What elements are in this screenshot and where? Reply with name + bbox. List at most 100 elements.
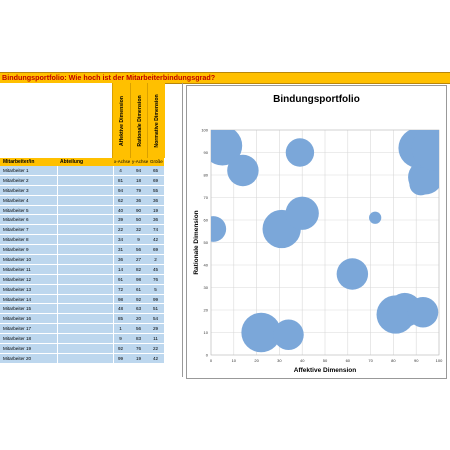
department-cell[interactable] <box>57 324 114 334</box>
chart-svg: 0 10 20 30 40 50 60 70 80 90 100 0 10 20 30 40 50 60 70 80 9… <box>193 125 446 375</box>
affective-value: 85 <box>117 316 124 322</box>
table-row[interactable]: Mitarbeiter 1 4 94 65 <box>0 166 164 176</box>
department-cell[interactable] <box>57 175 114 185</box>
table-row[interactable]: Mitarbeiter 7 22 32 74 <box>0 225 164 236</box>
table-row[interactable]: Mitarbeiter 19 92 76 22 <box>0 344 164 354</box>
header-rational[interactable]: Rationale Dimension <box>130 83 148 158</box>
table-row[interactable]: Mitarbeiter 4 62 36 36 <box>0 195 164 206</box>
table-row[interactable]: Mitarbeiter 17 1 56 29 <box>0 324 164 335</box>
affective-value: 81 <box>117 177 124 183</box>
affective-value: 39 <box>117 217 124 223</box>
department-cell[interactable] <box>57 166 114 175</box>
y-tick-label: 60 <box>204 218 209 223</box>
sheet-title: Bindungsportfolio: Wie hoch ist der Mita… <box>2 73 216 82</box>
y-tick-label: 20 <box>204 308 209 313</box>
table-row[interactable]: Mitarbeiter 8 34 9 42 <box>0 235 164 246</box>
department-cell[interactable] <box>57 225 114 235</box>
employee-name: Mitarbeiter 18 <box>3 336 32 342</box>
department-cell[interactable] <box>57 264 114 274</box>
normative-value: 29 <box>152 326 159 332</box>
sub-normative: Größe <box>150 159 163 164</box>
affective-value: 62 <box>117 197 124 203</box>
header-affective[interactable]: Affektive Dimension <box>112 83 130 158</box>
bubble-point[interactable] <box>407 297 439 328</box>
employee-name: Mitarbeiter 2 <box>3 177 29 183</box>
department-cell[interactable] <box>57 334 114 344</box>
table-row[interactable]: Mitarbeiter 16 85 20 54 <box>0 314 164 325</box>
department-cell[interactable] <box>57 245 114 255</box>
x-axis-label: Affektive Dimension <box>294 367 357 374</box>
y-tick-label: 50 <box>204 240 209 245</box>
rational-value: 19 <box>135 355 142 361</box>
normative-value: 51 <box>152 306 159 312</box>
bubble-point[interactable] <box>273 319 304 350</box>
table-row[interactable]: Mitarbeiter 6 39 50 36 <box>0 215 164 226</box>
table-row[interactable]: Mitarbeiter 14 98 92 99 <box>0 294 164 305</box>
column-header-row: Mitarbeiter/in Abteilung x-Achse y-Achse… <box>0 158 164 166</box>
department-cell[interactable] <box>57 314 114 324</box>
employee-name: Mitarbeiter 15 <box>3 306 32 312</box>
y-tick-label: 30 <box>204 285 209 290</box>
affective-value: 48 <box>117 306 124 312</box>
bubble-point[interactable] <box>227 154 259 187</box>
header-blank <box>0 83 113 158</box>
x-tick-label: 10 <box>232 358 237 363</box>
bubble-point[interactable] <box>336 258 369 290</box>
x-tick-label: 70 <box>368 358 373 363</box>
x-tick-label: 0 <box>210 358 213 363</box>
department-cell[interactable] <box>57 185 114 195</box>
table-row[interactable]: Mitarbeiter 13 72 61 5 <box>0 284 164 295</box>
department-cell[interactable] <box>57 353 114 363</box>
table-row[interactable]: Mitarbeiter 18 9 83 11 <box>0 334 164 345</box>
department-cell[interactable] <box>57 344 114 353</box>
table-rows: Mitarbeiter 1 4 94 65 Mitarbeiter 2 81 18 69 Mit… <box>0 166 164 364</box>
sub-affective: x-Achse <box>114 159 131 164</box>
department-cell[interactable] <box>57 195 114 205</box>
department-cell[interactable] <box>57 284 114 294</box>
table-row[interactable]: Mitarbeiter 20 99 19 42 <box>0 353 164 364</box>
table-row[interactable]: Mitarbeiter 11 14 82 45 <box>0 264 164 275</box>
table-row[interactable]: Mitarbeiter 2 81 18 69 <box>0 175 164 186</box>
bubble-point[interactable] <box>369 211 382 224</box>
table-row[interactable]: Mitarbeiter 10 36 27 2 <box>0 255 164 265</box>
affective-value: 34 <box>117 237 124 243</box>
employee-name: Mitarbeiter 4 <box>3 197 29 203</box>
rational-value: 20 <box>135 316 142 322</box>
header-employee[interactable]: Mitarbeiter/in <box>3 159 35 165</box>
department-cell[interactable] <box>57 255 114 264</box>
y-tick-label: 10 <box>204 330 209 335</box>
department-cell[interactable] <box>57 294 114 304</box>
table-row[interactable]: Mitarbeiter 5 40 90 19 <box>0 205 164 216</box>
bubble-point[interactable] <box>200 216 227 242</box>
normative-value: 76 <box>152 276 159 282</box>
employee-name: Mitarbeiter 5 <box>3 207 29 213</box>
rational-value: 56 <box>135 247 142 253</box>
affective-value: 22 <box>117 227 124 233</box>
table-row[interactable]: Mitarbeiter 15 48 63 51 <box>0 304 164 315</box>
table-row[interactable]: Mitarbeiter 9 31 56 69 <box>0 245 164 256</box>
header-normative[interactable]: Normative Dimension <box>147 83 165 158</box>
department-cell[interactable] <box>57 205 114 215</box>
affective-value: 31 <box>117 247 124 253</box>
y-tick-label: 80 <box>204 173 209 178</box>
bubble-point[interactable] <box>285 138 315 167</box>
normative-value: 69 <box>152 177 159 183</box>
sheet-title-bar: Bindungsportfolio: Wie hoch ist der Mita… <box>0 72 450 84</box>
normative-value: 99 <box>152 296 159 302</box>
bubble-point[interactable] <box>285 196 319 230</box>
department-cell[interactable] <box>57 235 114 245</box>
bubble-point[interactable] <box>203 126 243 166</box>
bubble-chart: Bindungsportfolio 0 10 20 30 40 50 60 70 80 90 100… <box>186 85 447 379</box>
department-cell[interactable] <box>57 304 114 314</box>
header-department[interactable]: Abteilung <box>60 159 84 165</box>
department-cell[interactable] <box>57 215 114 225</box>
department-cell[interactable] <box>57 274 114 284</box>
bubble-point[interactable] <box>411 125 446 171</box>
bubble-point[interactable] <box>241 312 281 353</box>
rational-value: 82 <box>135 266 142 272</box>
rational-value: 61 <box>135 286 142 292</box>
employee-name: Mitarbeiter 19 <box>3 346 32 352</box>
table-row[interactable]: Mitarbeiter 3 94 79 55 <box>0 185 164 196</box>
table-row[interactable]: Mitarbeiter 12 91 98 76 <box>0 274 164 285</box>
employee-name: Mitarbeiter 6 <box>3 217 29 223</box>
